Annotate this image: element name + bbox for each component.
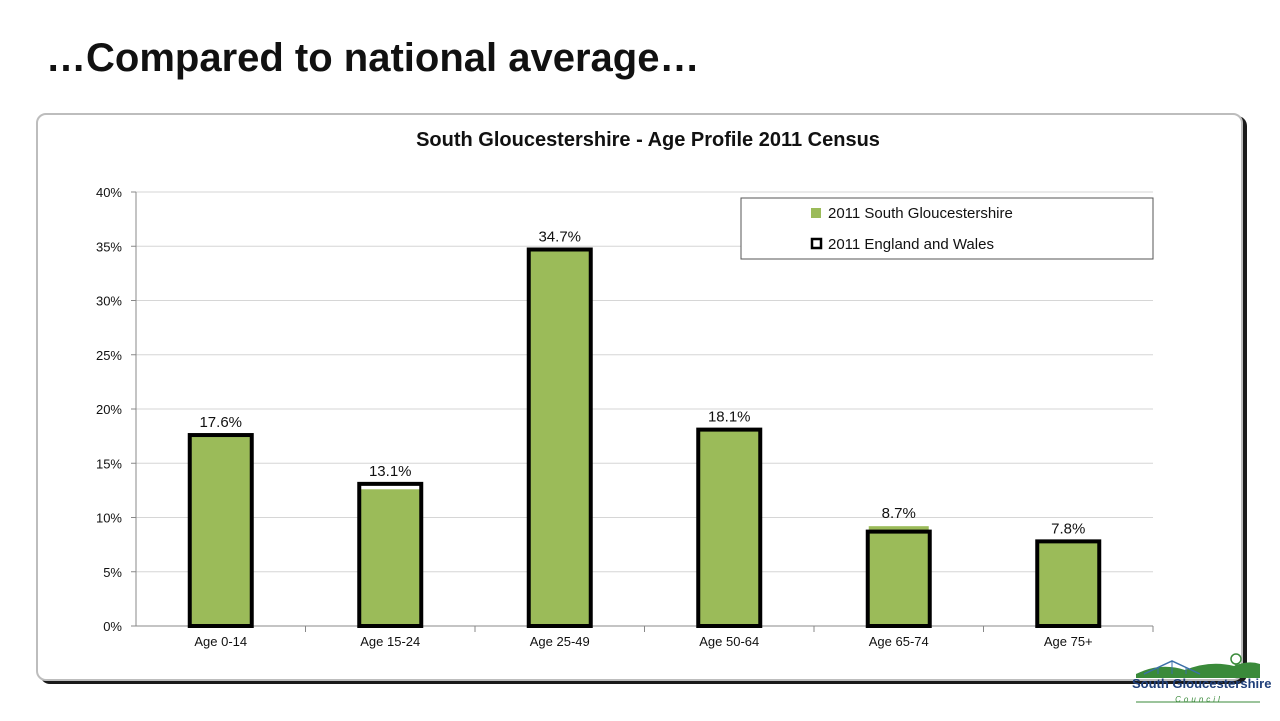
chart-bars [187,247,1102,629]
council-logo-mark [1136,653,1260,703]
slide-title: …Compared to national average… [46,36,700,80]
chart-legend: 2011 South Gloucestershire 2011 England a… [740,197,1154,260]
data-label: 8.7% [882,505,916,522]
bar-england-wales [526,247,593,628]
data-label: 7.8% [1051,520,1085,537]
x-tick-label: Age 65-74 [869,634,929,649]
council-logo: South Gloucestershire Council [1130,652,1272,716]
y-tick-label: 25% [96,348,122,363]
legend-label: 2011 England and Wales [828,236,994,253]
legend-box [740,197,1154,260]
x-tick-label: Age 15-24 [360,634,420,649]
chart-gridlines [136,191,1153,573]
data-label: 13.1% [369,463,412,480]
bar-south-gloucestershire [360,489,421,626]
y-tick-label: 20% [96,402,122,417]
bar-england-wales [1035,539,1102,628]
bar-south-gloucestershire [190,435,251,626]
y-tick-label: 40% [96,185,122,200]
y-axis: 0% 5% 10% 15% 20% 25% 30% 35% 40% [96,185,137,634]
bar-south-gloucestershire [868,526,929,626]
y-tick-label: 0% [103,619,122,634]
chart-data-labels: 17.6% 13.1% 34.7% 18.1% 8.7% 7.8% [199,229,1085,538]
data-label: 17.6% [199,414,242,431]
bar-england-wales [187,433,254,629]
x-axis: Age 0-14 Age 15-24 Age 25-49 Age 50-64 Age 6… [136,625,1154,649]
x-tick-label: Age 0-14 [194,634,247,649]
y-tick-label: 30% [96,294,122,309]
legend-swatch-england-wales [810,237,823,250]
x-tick-label: Age 75+ [1044,634,1093,649]
bar-england-wales [865,529,932,628]
x-tick-label: Age 25-49 [530,634,590,649]
council-logo-subtitle: Council [1175,695,1223,704]
data-label: 18.1% [708,409,751,426]
bar-england-wales [357,481,424,628]
bar-south-gloucestershire [529,249,590,626]
bar-south-gloucestershire [699,429,760,626]
legend-label: 2011 South Gloucestershire [828,205,1013,222]
x-tick-label: Age 50-64 [699,634,759,649]
y-tick-label: 35% [96,239,122,254]
data-label: 34.7% [538,229,581,246]
chart-title: South Gloucestershire - Age Profile 2011… [416,129,880,151]
y-tick-label: 15% [96,456,122,471]
bar-england-wales [696,427,763,628]
bar-south-gloucestershire [1038,541,1099,626]
y-tick-label: 5% [103,565,122,580]
y-tick-label: 10% [96,511,122,526]
legend-swatch-south-gloucestershire [811,208,821,218]
council-logo-name: South Gloucestershire [1132,676,1272,691]
